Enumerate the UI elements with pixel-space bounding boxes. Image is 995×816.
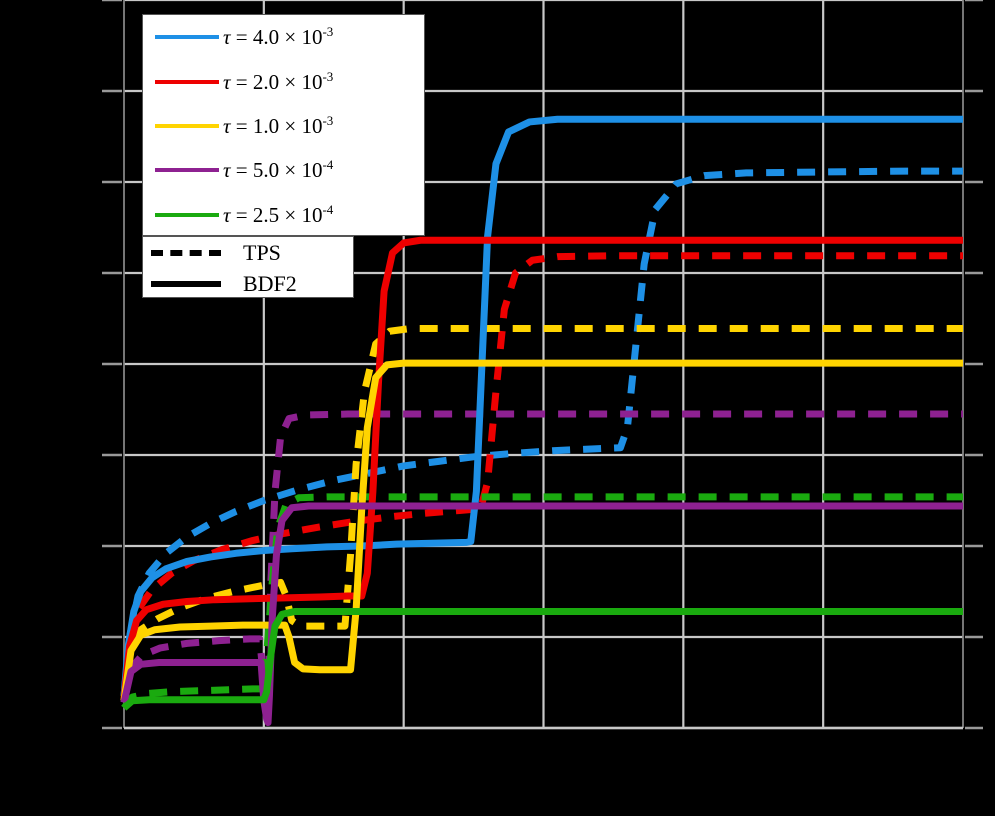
series-line-5: [120, 325, 963, 702]
series-line-8: [121, 608, 963, 711]
legend-label-tau-4.0e-3: τ = 4.0 × 10-3: [223, 24, 334, 50]
series-legend: τ = 4.0 × 10-3 τ = 2.0 × 10-3 τ = 1.0 × 10…: [142, 14, 425, 236]
legend-style-item-bdf2: BDF2: [143, 268, 353, 299]
legend-label-tau-1.0e-3: τ = 1.0 × 10-3: [223, 112, 334, 138]
legend-item-tau-5.0e-4: τ = 5.0 × 10-4: [143, 148, 424, 192]
linestyle-legend: TPS BDF2: [142, 236, 354, 298]
legend-style-item-tps: TPS: [143, 237, 353, 268]
legend-style-label-bdf2: BDF2: [243, 270, 297, 296]
legend-swatch-tau-5.0e-4: [155, 168, 219, 173]
axis-ticks: [102, 0, 983, 730]
legend-swatch-tau-2.0e-3: [155, 79, 219, 84]
legend-swatch-tau-1.0e-3: [155, 123, 219, 128]
legend-label-tau-2.5e-4: τ = 2.5 × 10-4: [223, 201, 334, 227]
legend-style-swatch-bdf2: [151, 280, 221, 287]
data-series-group: [120, 115, 963, 727]
series-line-2: [120, 236, 963, 700]
legend-label-tau-5.0e-4: τ = 5.0 × 10-4: [223, 157, 334, 183]
series-line-0: [120, 115, 963, 697]
legend-style-swatch-tps: [151, 249, 221, 256]
legend-label-tau-2.0e-3: τ = 2.0 × 10-3: [223, 68, 334, 94]
legend-item-tau-1.0e-3: τ = 1.0 × 10-3: [143, 104, 424, 148]
legend-style-label-tps: TPS: [243, 239, 281, 265]
legend-swatch-tau-4.0e-3: [155, 35, 219, 40]
legend-item-tau-4.0e-3: τ = 4.0 × 10-3: [143, 15, 424, 59]
legend-item-tau-2.5e-4: τ = 2.5 × 10-4: [143, 193, 424, 237]
legend-item-tau-2.0e-3: τ = 2.0 × 10-3: [143, 59, 424, 103]
series-line-6: [120, 502, 963, 727]
series-line-4: [120, 359, 963, 702]
legend-swatch-tau-2.5e-4: [155, 212, 219, 217]
series-line-1: [120, 167, 963, 697]
series-line-3: [120, 252, 963, 700]
